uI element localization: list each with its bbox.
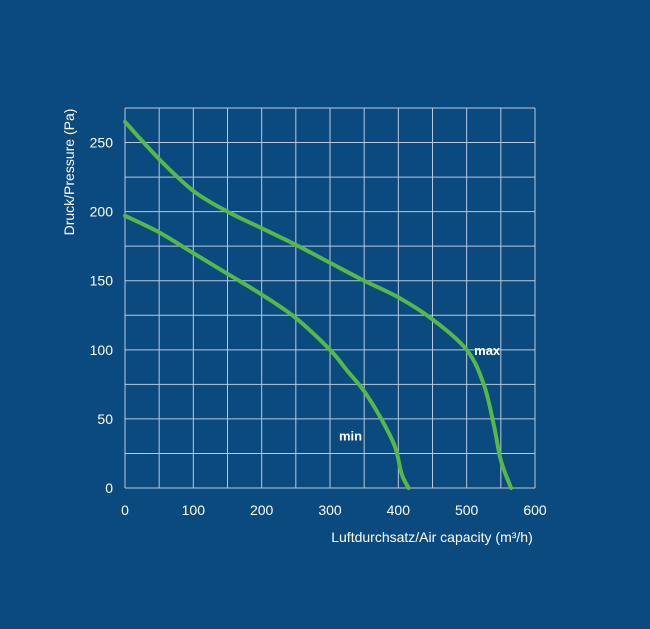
y-tick-label: 150 [90, 273, 114, 289]
y-tick-label: 200 [90, 204, 114, 220]
x-tick-label: 300 [318, 502, 342, 518]
series-label-max: max [474, 343, 501, 358]
y-tick-label: 0 [105, 480, 113, 496]
y-tick-label: 100 [90, 342, 114, 358]
grid [124, 107, 536, 489]
x-tick-label: 500 [455, 502, 479, 518]
y-axis-label: Druck/Pressure (Pa) [61, 109, 77, 236]
x-tick-label: 400 [387, 502, 411, 518]
y-tick-label: 250 [90, 135, 114, 151]
series-label-min: min [339, 428, 362, 443]
x-tick-label: 600 [523, 502, 547, 518]
series-line-min [123, 213, 411, 490]
series-line-max [123, 119, 514, 490]
x-axis-label: Luftdurchsatz/Air capacity (m³/h) [331, 529, 533, 545]
tick-labels: 0 100 200 300 400 500 600 0 50 100 150 200 250 [90, 135, 547, 518]
y-tick-label: 50 [97, 411, 113, 427]
curves [123, 119, 514, 490]
x-tick-label: 100 [182, 502, 206, 518]
x-tick-label: 200 [250, 502, 274, 518]
annotations: max min [339, 343, 501, 444]
x-tick-label: 0 [121, 502, 129, 518]
